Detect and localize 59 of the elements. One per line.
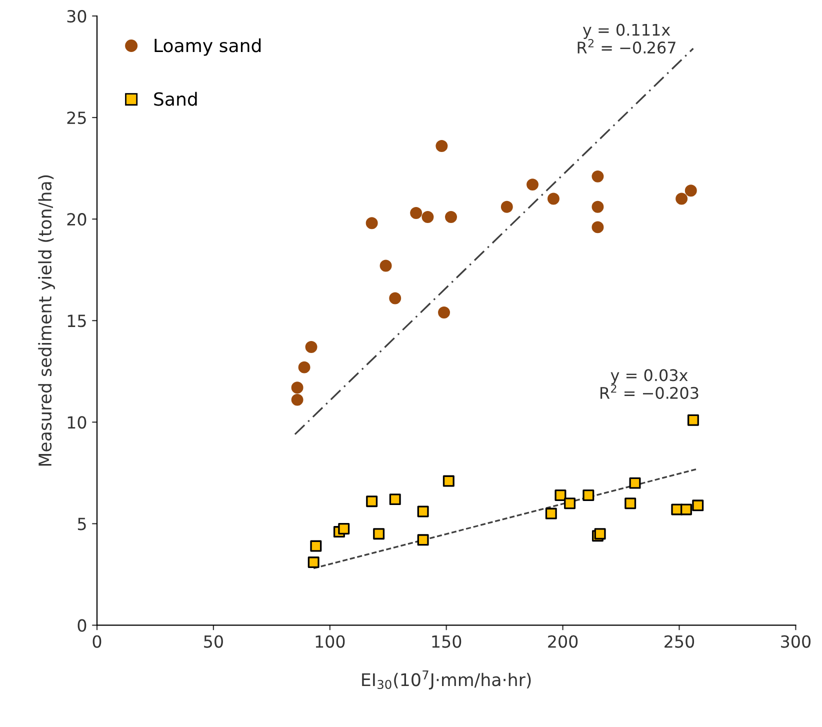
y-axis-title: Measured sediment yield (ton/ha) <box>38 175 55 466</box>
point <box>445 211 457 224</box>
point <box>389 292 402 304</box>
point <box>298 361 310 374</box>
point <box>676 192 688 205</box>
point <box>592 221 604 234</box>
point <box>592 170 604 182</box>
x-tick-label: 250 <box>664 635 694 648</box>
point <box>389 494 401 506</box>
x-tick-label: 100 <box>316 635 345 648</box>
point <box>291 382 304 394</box>
point <box>692 500 704 512</box>
point <box>422 211 434 224</box>
y-tick-label: 10 <box>68 416 86 429</box>
legend-label: Loamy sand <box>154 38 261 56</box>
x-tick-label: 50 <box>204 635 223 648</box>
point <box>564 498 576 510</box>
y-tick-label: 0 <box>78 619 86 632</box>
point <box>438 306 450 318</box>
point <box>373 528 385 540</box>
point <box>380 260 392 272</box>
point <box>624 498 636 510</box>
point <box>417 506 429 518</box>
point <box>366 217 378 230</box>
point <box>410 206 422 219</box>
point <box>500 200 513 213</box>
point <box>547 192 560 205</box>
y-tick-label: 30 <box>67 10 86 23</box>
x-axis-title: EI$_{30}$(10$^{7}$J·mm/ha·hr) <box>362 670 531 690</box>
point <box>526 178 539 191</box>
point <box>545 508 557 520</box>
point <box>687 414 699 426</box>
point <box>442 475 454 487</box>
x-tick-label: 300 <box>781 635 810 648</box>
point <box>291 394 304 406</box>
x-tick-label: 150 <box>432 635 462 648</box>
point <box>629 477 641 489</box>
point <box>684 184 697 197</box>
point <box>592 200 604 213</box>
point <box>436 140 448 152</box>
point <box>308 556 320 568</box>
y-tick-label: 25 <box>67 111 86 124</box>
point <box>417 534 429 546</box>
point <box>305 341 318 353</box>
point <box>680 504 692 516</box>
point <box>338 523 350 535</box>
point <box>594 528 606 540</box>
point <box>554 490 566 501</box>
y-tick-label: 20 <box>67 213 86 226</box>
annotation: y = 0.03x R$^{2}$ = −0.203 <box>600 369 698 399</box>
x-tick-label: 0 <box>92 635 102 648</box>
point <box>366 496 378 508</box>
legend-label: Sand <box>154 92 197 106</box>
point <box>582 490 594 501</box>
annotation: y = 0.111x R$^{2}$ = −0.267 <box>578 24 676 54</box>
y-tick-label: 5 <box>78 518 86 530</box>
point <box>310 540 322 552</box>
y-tick-label: 15 <box>68 314 86 328</box>
x-tick-label: 200 <box>548 635 578 648</box>
